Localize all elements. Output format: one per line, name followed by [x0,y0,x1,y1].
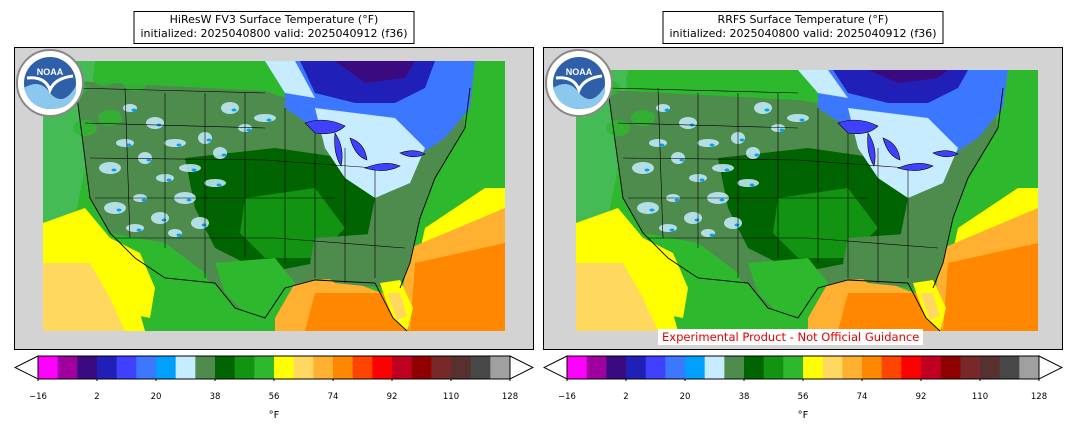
colorbar-swatch [999,356,1020,379]
colorbar-swatch [97,356,118,379]
colorbar-tick-label: −16 [558,392,576,402]
colorbar-swatch [645,356,666,379]
colorbar-unit-label: °F [797,410,809,421]
colorbar-tick-label: 110 [442,392,460,402]
colorbar-swatch [901,356,922,379]
colorbar-swatch [803,356,824,379]
colorbar-swatch [685,356,706,379]
panel-hiresw-fv3: HiResW FV3 Surface Temperature (°F) init… [14,0,534,440]
map-title: RRFS Surface Temperature (°F) initialize… [662,11,944,44]
colorbar-unit-label: °F [268,410,280,421]
colorbar-swatch [77,356,98,379]
colorbar-swatch [451,356,472,379]
temperature-map: NOAA [14,47,534,350]
noaa-logo-icon: NOAA [16,49,84,117]
colorbar-swatch [763,356,784,379]
colorbar-swatch [862,356,883,379]
colorbar-tick-label: 2 [94,392,100,402]
state-borders [74,87,406,283]
colorbar-swatch [234,356,255,379]
colorbar-swatch [744,356,765,379]
noaa-logo-icon: NOAA [545,49,613,117]
colorbar-swatch [293,356,314,379]
colorbar-swatch [921,356,942,379]
colorbar-swatch [411,356,432,379]
colorbar-swatch [116,356,137,379]
colorbar-swatch [960,356,981,379]
title-line-1: HiResW FV3 Surface Temperature (°F) [169,13,379,26]
colorbar-swatch [274,356,295,379]
colorbar-swatch [215,356,236,379]
map-title: HiResW FV3 Surface Temperature (°F) init… [133,11,415,44]
colorbar-swatch [1019,356,1040,379]
colorbar-tick-label: 38 [209,392,221,402]
colorbar-tick-label: 128 [1030,392,1048,402]
logo-text: NOAA [566,67,593,77]
colorbar [543,355,1063,381]
colorbar-swatch [490,356,511,379]
colorbar-tick-label: 56 [797,392,809,402]
colorbar-tick-label: 74 [327,392,339,402]
colorbar-tick-label: 92 [915,392,927,402]
colorbar-swatch [313,356,334,379]
colorbar-swatch [665,356,686,379]
map-graphic [15,48,533,349]
colorbar-swatch [980,356,1001,379]
state-borders [607,87,939,283]
colorbar-tick-label: 74 [856,392,868,402]
temperature-map: NOAA Experimental Product - Not Official… [543,47,1063,350]
colorbar-tick-labels: −16 2 20 38 56 74 92 110 128 [543,392,1063,404]
colorbar-tick-label: 110 [971,392,989,402]
colorbar-swatch [195,356,216,379]
colorbar-tick-label: 56 [268,392,280,402]
disclaimer-label: Experimental Product - Not Official Guid… [658,329,924,345]
colorbar-swatch [704,356,725,379]
colorbar-tick-label: −16 [29,392,47,402]
colorbar-swatch [392,356,413,379]
map-graphic [544,48,1062,349]
temperature-field [576,70,1038,332]
colorbar-swatch [156,356,177,379]
colorbar-swatch [724,356,745,379]
title-line-2: initialized: 2025040800 valid: 202504091… [669,27,937,40]
panel-rrfs: RRFS Surface Temperature (°F) initialize… [543,0,1063,440]
colorbar-swatch [352,356,373,379]
colorbar-swatch [626,356,647,379]
colorbar-extend-min [543,355,568,380]
colorbar-extend-min [14,355,39,380]
colorbar-swatch [136,356,157,379]
colorbar-swatch [470,356,491,379]
colorbar-swatch [372,356,393,379]
temperature-field [43,61,505,332]
colorbar-tick-labels: −16 2 20 38 56 74 92 110 128 [14,392,534,404]
colorbar-tick-label: 2 [623,392,629,402]
colorbar-swatch [822,356,843,379]
title-line-1: RRFS Surface Temperature (°F) [717,13,889,26]
colorbar-swatch [567,356,588,379]
colorbar-swatch [431,356,452,379]
colorbar-swatch [586,356,607,379]
logo-text: NOAA [37,67,64,77]
colorbar-swatch [940,356,961,379]
colorbar-tick-label: 20 [150,392,162,402]
colorbar [14,355,534,381]
colorbar-tick-label: 38 [738,392,750,402]
colorbar-tick-label: 128 [501,392,519,402]
colorbar-extend-max [509,355,534,380]
colorbar-swatch [38,356,59,379]
colorbar-tick-label: 20 [679,392,691,402]
colorbar-swatch [254,356,275,379]
colorbar-swatch [606,356,627,379]
colorbar-swatch [57,356,78,379]
title-line-2: initialized: 2025040800 valid: 202504091… [140,27,408,40]
colorbar-swatch [783,356,804,379]
colorbar-swatch [842,356,863,379]
colorbar-swatch [881,356,902,379]
colorbar-extend-max [1038,355,1063,380]
colorbar-swatch [333,356,354,379]
colorbar-tick-label: 92 [386,392,398,402]
colorbar-swatch [175,356,196,379]
